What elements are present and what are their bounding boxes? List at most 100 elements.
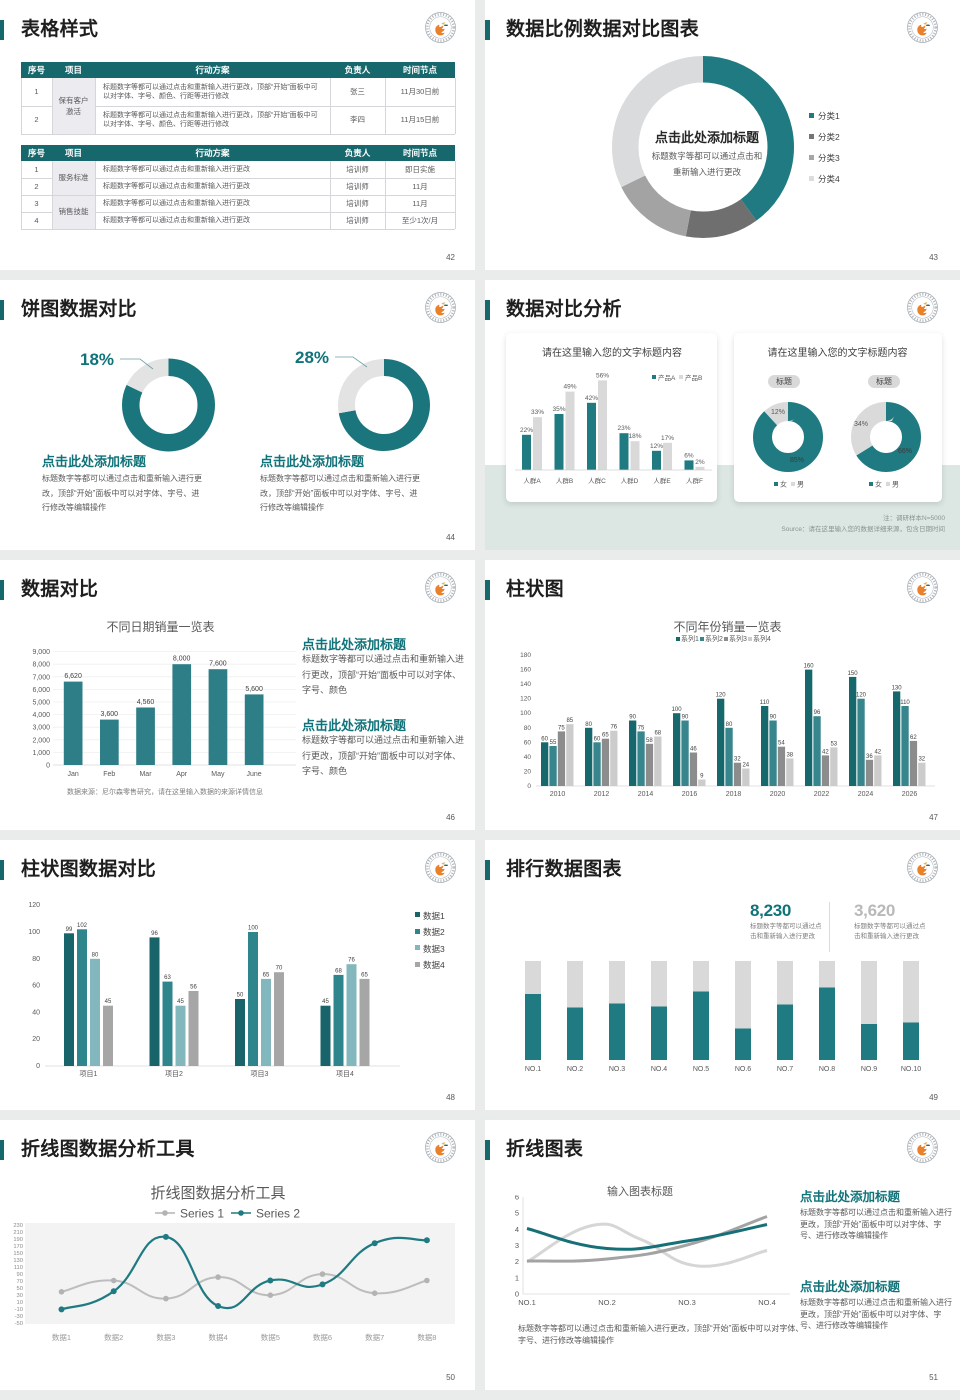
svg-text:2026: 2026	[902, 791, 918, 798]
svg-text:6,000: 6,000	[32, 687, 50, 694]
svg-text:8,000: 8,000	[32, 662, 50, 669]
svg-text:20: 20	[32, 1036, 40, 1043]
svg-text:Series 1: Series 1	[180, 1207, 224, 1221]
svg-text:数据1: 数据1	[52, 1332, 71, 1342]
svg-text:90: 90	[682, 715, 689, 721]
svg-text:80: 80	[726, 722, 733, 728]
svg-text:2012: 2012	[594, 791, 610, 798]
svg-text:4: 4	[515, 1225, 519, 1234]
svg-text:4,000: 4,000	[32, 712, 50, 719]
svg-text:NO.6: NO.6	[735, 1066, 751, 1073]
svg-text:NO.1: NO.1	[518, 1298, 536, 1307]
svg-text:2016: 2016	[682, 791, 698, 798]
svg-text:49%: 49%	[563, 384, 576, 391]
svg-text:102: 102	[77, 923, 88, 929]
svg-text:66%: 66%	[898, 448, 912, 455]
svg-text:33%: 33%	[531, 409, 544, 416]
svg-text:45: 45	[322, 999, 329, 1005]
svg-text:38: 38	[786, 752, 793, 758]
svg-text:50: 50	[17, 1286, 23, 1292]
svg-text:80: 80	[524, 725, 532, 732]
svg-text:120: 120	[520, 696, 531, 703]
svg-text:160: 160	[520, 667, 531, 674]
svg-text:人群F: 人群F	[686, 476, 703, 485]
svg-text:90: 90	[770, 715, 777, 721]
svg-text:3,000: 3,000	[32, 725, 50, 732]
svg-text:项目4: 项目4	[336, 1070, 354, 1078]
svg-text:12%: 12%	[771, 409, 785, 416]
svg-text:68: 68	[654, 731, 661, 737]
svg-text:数据7: 数据7	[365, 1332, 384, 1342]
svg-text:80: 80	[92, 952, 99, 958]
svg-text:6,620: 6,620	[64, 673, 82, 680]
svg-text:人群A: 人群A	[523, 476, 541, 485]
svg-text:项目2: 项目2	[165, 1070, 183, 1078]
svg-text:56%: 56%	[596, 372, 609, 379]
svg-text:34%: 34%	[854, 421, 868, 428]
svg-text:数据6: 数据6	[313, 1332, 332, 1342]
svg-text:70: 70	[17, 1279, 23, 1285]
svg-text:数据3: 数据3	[156, 1332, 175, 1342]
svg-text:96: 96	[151, 931, 158, 937]
svg-text:32: 32	[734, 757, 741, 763]
svg-text:May: May	[211, 771, 225, 778]
svg-text:Jan: Jan	[67, 771, 78, 778]
svg-text:NO.5: NO.5	[693, 1066, 709, 1073]
svg-text:8,000: 8,000	[173, 656, 191, 663]
svg-text:40: 40	[524, 754, 532, 761]
svg-text:Feb: Feb	[103, 771, 115, 778]
svg-text:65: 65	[602, 733, 609, 739]
svg-text:230: 230	[13, 1223, 23, 1229]
svg-text:人群E: 人群E	[653, 476, 671, 485]
svg-text:2010: 2010	[550, 791, 566, 798]
svg-text:0: 0	[36, 1063, 40, 1070]
svg-text:0: 0	[515, 1290, 519, 1299]
svg-text:76: 76	[348, 958, 355, 964]
svg-text:160: 160	[804, 664, 815, 670]
svg-text:2: 2	[515, 1257, 519, 1266]
svg-text:NO.9: NO.9	[861, 1066, 877, 1073]
svg-text:22%: 22%	[520, 427, 533, 434]
svg-text:130: 130	[13, 1258, 23, 1264]
svg-text:2014: 2014	[638, 791, 654, 798]
svg-text:17%: 17%	[661, 435, 674, 442]
svg-text:NO.1: NO.1	[525, 1066, 541, 1073]
svg-text:-30: -30	[15, 1314, 23, 1320]
svg-text:42%: 42%	[585, 395, 598, 402]
svg-text:人群B: 人群B	[556, 476, 573, 485]
svg-text:85: 85	[566, 718, 573, 724]
svg-text:100: 100	[520, 710, 531, 717]
svg-text:68: 68	[335, 968, 342, 974]
svg-text:5,000: 5,000	[32, 700, 50, 707]
svg-text:数据8: 数据8	[417, 1332, 436, 1342]
svg-text:9: 9	[700, 774, 704, 780]
svg-text:男: 男	[797, 481, 804, 489]
svg-text:45: 45	[105, 999, 112, 1005]
svg-text:35%: 35%	[552, 406, 565, 413]
svg-text:12%: 12%	[650, 443, 663, 450]
svg-text:24: 24	[742, 763, 749, 769]
svg-text:75: 75	[558, 725, 565, 731]
svg-text:32: 32	[918, 757, 925, 763]
svg-text:63: 63	[164, 975, 171, 981]
svg-text:65: 65	[361, 972, 368, 978]
svg-text:NO.2: NO.2	[567, 1066, 583, 1073]
svg-text:男: 男	[892, 481, 899, 489]
svg-text:100: 100	[248, 926, 259, 932]
svg-text:6: 6	[515, 1195, 519, 1202]
svg-text:96: 96	[814, 710, 821, 716]
svg-text:18%: 18%	[628, 433, 641, 440]
svg-text:3: 3	[515, 1241, 519, 1250]
svg-text:180: 180	[520, 652, 531, 659]
svg-text:58: 58	[646, 738, 653, 744]
svg-text:Apr: Apr	[176, 771, 188, 778]
svg-text:2020: 2020	[770, 791, 786, 798]
svg-text:120: 120	[856, 693, 867, 699]
svg-text:110: 110	[14, 1265, 23, 1271]
svg-text:NO.3: NO.3	[678, 1298, 696, 1307]
svg-text:150: 150	[848, 671, 859, 677]
svg-text:Series 2: Series 2	[256, 1207, 300, 1221]
svg-text:60: 60	[524, 739, 532, 746]
svg-text:90: 90	[17, 1272, 23, 1278]
svg-text:99: 99	[66, 927, 73, 933]
